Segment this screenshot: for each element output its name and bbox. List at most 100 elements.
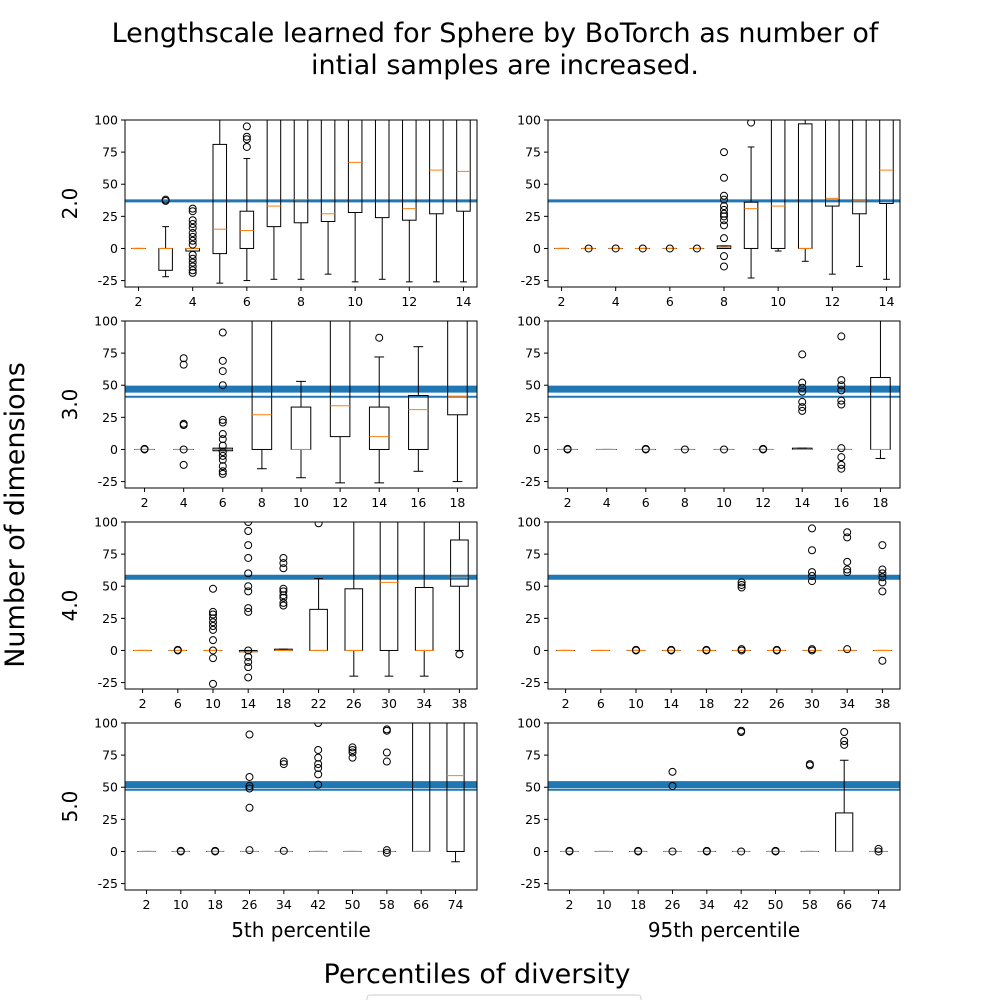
- outlier-point: [692, 244, 701, 253]
- y-tick-label: 100: [517, 716, 541, 731]
- outlier-point: [209, 679, 217, 688]
- outlier-point: [188, 250, 197, 259]
- x-tick-label: 6: [642, 495, 650, 510]
- x-tick-label: 12: [332, 495, 348, 510]
- box: [797, 123, 813, 249]
- x-tick-label: 12: [401, 294, 417, 309]
- box: [309, 608, 328, 651]
- x-tick-label: 6: [243, 294, 251, 309]
- outlier-point: [188, 207, 197, 216]
- box: [293, 120, 309, 224]
- outlier-point: [209, 646, 217, 655]
- y-tick-label: -25: [98, 273, 118, 288]
- box: [770, 120, 786, 249]
- outlier-point: [680, 445, 689, 454]
- outlier-point: [843, 645, 852, 654]
- x-tick-label: 58: [379, 897, 395, 912]
- x-tick-label: 74: [448, 897, 464, 912]
- axes-frame: [124, 722, 478, 891]
- outlier-point: [878, 587, 887, 596]
- outlier-point: [737, 645, 746, 654]
- x-tick-label: 6: [219, 495, 227, 510]
- outlier-point: [375, 333, 384, 342]
- x-tick-label: 2: [135, 294, 143, 309]
- outlier-point: [382, 757, 391, 766]
- row-label: 5.0: [58, 791, 82, 823]
- outlier-point: [737, 580, 746, 589]
- outlier-point: [314, 780, 323, 789]
- outlier-point: [218, 448, 227, 457]
- x-tick-label: 58: [802, 897, 818, 912]
- y-tick-label: 50: [525, 177, 541, 192]
- outlier-point: [179, 445, 188, 454]
- y-tick-label: 25: [102, 812, 118, 827]
- outlier-point: [808, 568, 816, 577]
- outlier-point: [188, 220, 197, 229]
- column-label: 95th percentile: [648, 918, 800, 942]
- x-tick-label: 10: [205, 696, 221, 711]
- x-tick-label: 74: [871, 897, 887, 912]
- x-tick-label: 34: [699, 897, 715, 912]
- x-tick-label: 2: [142, 897, 150, 912]
- outlier-point: [837, 460, 846, 469]
- plot-area: [548, 120, 900, 280]
- outlier-point: [668, 781, 677, 790]
- outlier-point: [245, 846, 254, 855]
- x-tick-label: 50: [768, 897, 784, 912]
- outlier-point: [874, 847, 883, 856]
- outlier-point: [837, 400, 846, 409]
- outlier-point: [244, 582, 253, 591]
- box: [447, 321, 468, 416]
- outlier-point: [667, 645, 676, 654]
- x-tick-label: 14: [663, 696, 679, 711]
- outlier-point: [720, 202, 728, 211]
- outlier-point: [179, 460, 188, 469]
- outlier-point: [279, 591, 288, 600]
- y-tick-label: 0: [110, 844, 118, 859]
- outlier-point: [840, 736, 849, 745]
- outlier-point: [382, 846, 391, 855]
- plot-area: [125, 723, 477, 863]
- outlier-point: [878, 573, 887, 582]
- outlier-point: [314, 753, 323, 762]
- y-tick-label: -25: [98, 675, 118, 690]
- outlier-point: [805, 761, 814, 770]
- axes-frame: [124, 521, 478, 690]
- x-tick-label: 4: [189, 294, 197, 309]
- y-tick-label: 0: [533, 844, 541, 859]
- x-tick-label: 10: [596, 897, 612, 912]
- box: [158, 247, 173, 271]
- outlier-point: [382, 726, 391, 735]
- box: [743, 201, 759, 249]
- outlier-point: [720, 262, 728, 271]
- outlier-point: [737, 583, 746, 592]
- x-tick-label: 30: [804, 696, 820, 711]
- outlier-point: [584, 244, 593, 253]
- x-tick-label: 6: [597, 696, 605, 711]
- y-tick-label: 50: [525, 378, 541, 393]
- outlier-point: [798, 378, 807, 387]
- x-tick-label: 66: [836, 897, 852, 912]
- x-tick-label: 10: [716, 495, 732, 510]
- outlier-point: [737, 578, 746, 587]
- outlier-point: [837, 386, 846, 395]
- outlier-point: [638, 244, 647, 253]
- x-tick-label: 8: [258, 495, 266, 510]
- box: [251, 321, 273, 450]
- y-tick-label: 0: [110, 442, 118, 457]
- box: [835, 812, 854, 852]
- outlier-point: [279, 593, 288, 602]
- outlier-point: [242, 122, 251, 131]
- outlier-point: [242, 132, 251, 141]
- x-tick-label: 6: [666, 294, 674, 309]
- outlier-point: [837, 332, 846, 341]
- x-tick-label: 16: [833, 495, 849, 510]
- outlier-point: [798, 387, 807, 396]
- plot-area: [125, 321, 477, 484]
- outlier-point: [279, 846, 288, 855]
- outlier-point: [176, 846, 185, 855]
- x-tick-label: 34: [839, 696, 855, 711]
- outlier-point: [798, 406, 807, 415]
- outlier-point: [314, 522, 323, 528]
